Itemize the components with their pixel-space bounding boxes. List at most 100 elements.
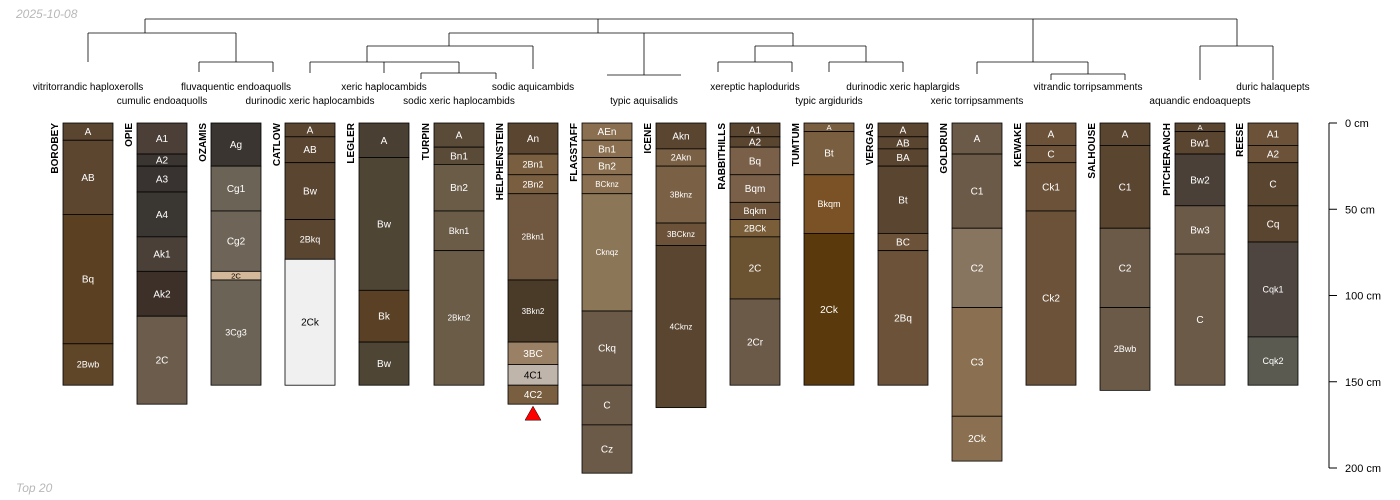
profile-name: PITCHERANCH <box>1162 123 1173 196</box>
profile-name: VERGAS <box>865 123 876 166</box>
horizon-label: Ckq <box>598 344 616 355</box>
depth-tick-label: 50 cm <box>1345 204 1375 216</box>
horizon-label: 3Bkn2 <box>522 307 545 316</box>
horizon-label: A <box>1048 130 1055 141</box>
horizon-block <box>877 250 929 386</box>
horizon-label: A2 <box>1267 150 1280 161</box>
horizon-block <box>284 258 336 386</box>
horizon-label: Bk <box>378 312 391 323</box>
horizon-block <box>358 122 410 158</box>
horizon-block <box>136 165 188 193</box>
horizon-label: C2 <box>1119 263 1132 274</box>
horizon-label: A4 <box>156 210 169 221</box>
horizon-label: 4C1 <box>524 370 543 381</box>
horizon-label: A2 <box>156 156 169 167</box>
horizon-label: C3 <box>971 357 984 368</box>
horizon-label: C1 <box>971 187 984 198</box>
horizon-block <box>433 210 485 252</box>
horizon-label: 2Bq <box>894 313 912 324</box>
soil-profile: OZAMIS Ag Cg1 Cg2 2C 3Cg3 <box>198 122 262 386</box>
horizon-label: Bqkm <box>743 206 766 216</box>
truncation-marker <box>524 405 542 421</box>
profile-name: TURPIN <box>421 123 432 160</box>
horizon-block <box>136 122 188 155</box>
horizon-block <box>729 174 781 203</box>
caption: Top 20 <box>16 481 53 495</box>
horizon-label: Ak2 <box>153 289 171 300</box>
horizon-label: BA <box>896 153 910 164</box>
horizon-block <box>507 193 559 281</box>
horizon-block <box>655 122 707 150</box>
horizon-label: 3Cg3 <box>225 328 247 338</box>
taxon-vitrandic-torripsamments: vitrandic torripsamments <box>1034 82 1143 93</box>
horizon-label: 3BCknz <box>667 230 695 239</box>
horizon-label: AB <box>81 173 95 184</box>
horizon-label: A <box>456 131 463 142</box>
taxon-sodic-xeric-haplocambids: sodic xeric haplocambids <box>403 96 515 107</box>
horizon-label: Bkqm <box>817 199 840 209</box>
soil-profile: TURPIN A Bn1 Bn2 Bkn1 2Bkn2 <box>421 122 485 386</box>
horizon-label: Bkn1 <box>449 226 470 236</box>
soil-profile: KEWAKE AC Ck1 Ck2 <box>1013 122 1077 386</box>
soil-profile: TUMTUM A Bt Bkqm 2Ck <box>791 122 855 386</box>
horizon-block <box>433 250 485 386</box>
horizon-label: Bt <box>824 149 834 160</box>
horizon-block <box>433 163 485 212</box>
profile-name: ICENE <box>643 123 654 154</box>
horizon-label: BC <box>896 238 910 249</box>
horizon-block <box>729 298 781 386</box>
horizon-label: Bq <box>749 156 761 167</box>
horizon-label: Bw <box>377 219 392 230</box>
horizon-block <box>1099 227 1151 308</box>
horizon-label: A1 <box>156 134 169 145</box>
profile-name: REESE <box>1235 123 1246 157</box>
horizon-label: A <box>307 125 314 136</box>
horizon-label: Bn1 <box>598 144 616 155</box>
horizon-block <box>581 384 633 426</box>
profile-name: HELPHENSTEIN <box>495 123 506 200</box>
horizon-block <box>951 122 1003 155</box>
horizon-label: 2Bkq <box>300 235 321 245</box>
horizon-label: An <box>527 134 539 145</box>
soil-profile: FLAGSTAFF AEn Bn1 Bn2 BCknz Cknqz Ckq C Cz <box>569 122 633 474</box>
horizon-label: 2Bwb <box>1114 344 1137 354</box>
horizon-block <box>951 415 1003 462</box>
horizon-label: Bw3 <box>1190 225 1210 236</box>
taxon-xereptic-haplodurids: xereptic haplodurids <box>710 82 800 93</box>
horizon-block <box>951 307 1003 417</box>
profile-name: CATLOW <box>272 122 283 166</box>
horizon-block <box>62 139 114 215</box>
horizon-block <box>62 214 114 345</box>
horizon-label: Cq <box>1267 219 1280 230</box>
taxon-durinodic-xeric-haplargids: durinodic xeric haplargids <box>846 82 959 93</box>
horizon-label: Cg2 <box>227 237 246 248</box>
horizon-label: 2C <box>749 263 762 274</box>
horizon-label: Ck1 <box>1042 182 1060 193</box>
horizon-label: A <box>826 123 832 132</box>
taxon-durinodic-xeric-haplocambids: durinodic xeric haplocambids <box>246 96 375 107</box>
horizon-label: A3 <box>156 175 169 186</box>
horizon-label: Bn1 <box>450 151 468 162</box>
horizon-label: Ak1 <box>153 250 171 261</box>
horizon-label: Bn2 <box>450 183 468 194</box>
horizon-block <box>655 165 707 224</box>
taxon-typic-aquisalids: typic aquisalids <box>610 96 678 107</box>
profile-name: OPIE <box>124 123 135 147</box>
horizon-label: C <box>1196 315 1203 326</box>
horizon-block <box>729 236 781 300</box>
horizon-block <box>136 270 188 317</box>
horizon-block <box>729 146 781 176</box>
profile-name: RABBITHILLS <box>717 123 728 190</box>
dendrogram <box>87 18 1274 80</box>
horizon-block <box>803 174 855 234</box>
horizon-label: A <box>85 127 92 138</box>
horizon-label: 2BCk <box>744 223 767 233</box>
horizon-label: Cknqz <box>596 248 619 257</box>
horizon-label: 4Cknz <box>670 322 693 331</box>
horizon-label: Bw <box>377 359 392 370</box>
horizon-block <box>1174 205 1226 255</box>
soil-profile: CATLOW A AB Bw 2Bkq 2Ck <box>272 122 336 386</box>
